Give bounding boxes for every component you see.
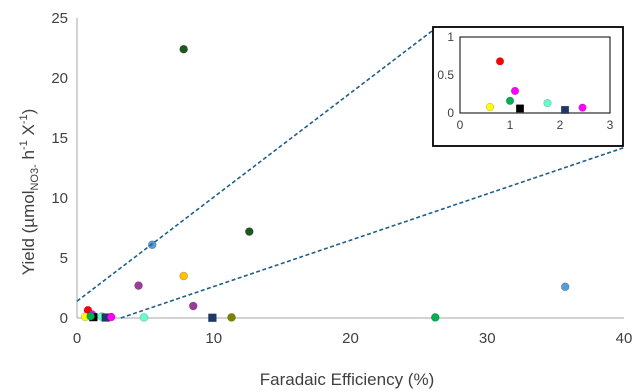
zoom-connector-line xyxy=(120,146,625,319)
inset-x-tick-label: 1 xyxy=(507,118,514,132)
y-tick-label: 25 xyxy=(51,10,68,27)
x-axis-label: Faradaic Efficiency (%) xyxy=(260,370,434,389)
inset-frame xyxy=(432,26,624,147)
y-tick-label: 5 xyxy=(60,250,68,267)
inset-y-tick-label: 0.5 xyxy=(437,68,454,82)
y-axis-label-sub: NO3- xyxy=(29,164,41,191)
y-axis-label: Yield (µmolNO3- h-1 X-1) xyxy=(18,109,41,276)
data-point xyxy=(106,312,116,322)
x-tick-label: 30 xyxy=(479,330,496,347)
data-point xyxy=(430,312,440,322)
data-point xyxy=(86,311,96,321)
data-point xyxy=(505,96,515,106)
zoom-connector-line xyxy=(76,25,439,302)
data-point xyxy=(227,312,236,322)
inset-plot-area xyxy=(459,36,611,114)
data-point xyxy=(578,103,587,112)
data-point xyxy=(244,227,254,237)
inset-y-tick-label: 1 xyxy=(447,30,454,44)
inset-plot: 0 1 2 3 0 0.5 1 xyxy=(432,26,624,147)
y-axis-label-mid2: X xyxy=(19,124,38,140)
data-point xyxy=(560,105,570,115)
x-tick-label: 0 xyxy=(73,330,81,347)
y-axis-label-sup1: -1 xyxy=(18,140,30,150)
y-axis-label-prefix: Yield (µmol xyxy=(19,191,38,276)
inset-x-tick-label: 2 xyxy=(557,118,564,132)
x-tick-label: 40 xyxy=(616,330,633,347)
data-point xyxy=(543,98,552,108)
x-tick-label: 20 xyxy=(342,330,359,347)
data-point xyxy=(495,57,505,66)
data-point xyxy=(179,271,189,281)
data-point xyxy=(179,44,189,54)
inset-y-tick-label: 0 xyxy=(447,106,454,120)
zoom-connector-lines xyxy=(76,25,625,319)
data-point xyxy=(515,104,525,113)
data-point xyxy=(208,313,217,323)
data-point xyxy=(560,282,570,292)
data-point xyxy=(188,301,198,311)
y-axis-label-mid: h xyxy=(19,150,38,164)
y-tick-label: 15 xyxy=(51,130,68,147)
data-point xyxy=(134,281,143,291)
y-axis-label-suffix: ) xyxy=(19,109,38,115)
inset-x-tick-label: 3 xyxy=(607,118,614,132)
y-axis-label-sup2: -1 xyxy=(18,114,30,124)
data-point xyxy=(510,86,520,96)
x-tick-label: 10 xyxy=(205,330,222,347)
data-point xyxy=(139,312,149,322)
y-tick-label: 10 xyxy=(51,190,68,207)
inset-x-tick-label: 0 xyxy=(457,118,464,132)
data-point xyxy=(485,102,495,112)
y-tick-label: 20 xyxy=(51,70,68,87)
y-tick-label: 0 xyxy=(60,310,68,327)
